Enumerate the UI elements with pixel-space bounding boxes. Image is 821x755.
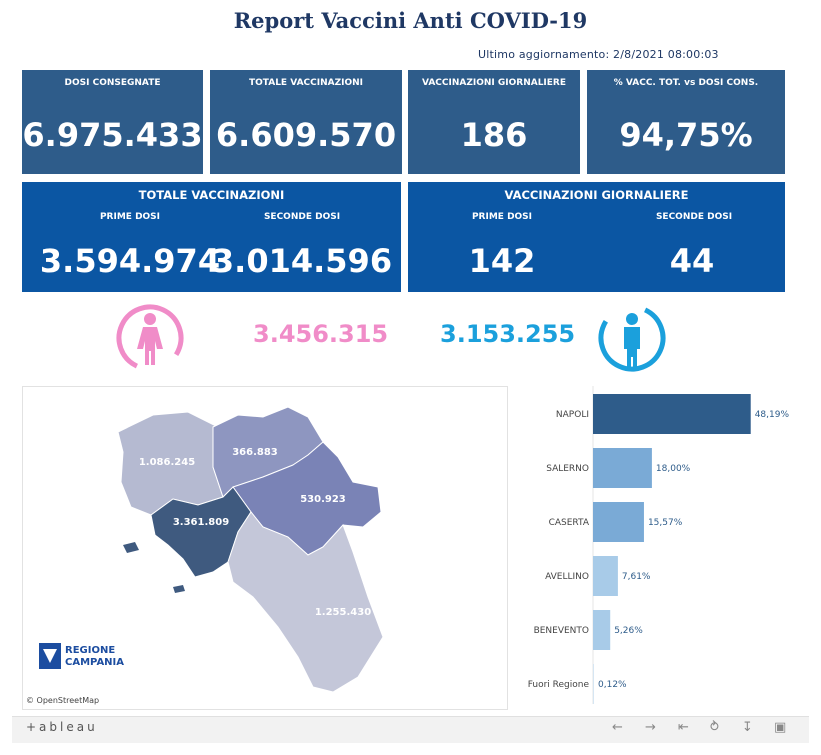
bar-value-label: 18,00% <box>656 464 691 474</box>
bar-caserta[interactable] <box>593 502 644 542</box>
bar-category-label: BENEVENTO <box>534 626 589 636</box>
map-label-napoli: 3.361.809 <box>173 517 229 528</box>
map-label-avellino: 530.923 <box>300 494 346 505</box>
bar-category-label: CASERTA <box>549 518 590 528</box>
male-person-icon <box>596 302 668 374</box>
seconde-dosi-label: SECONDE DOSI <box>263 212 341 222</box>
bar-avellino[interactable] <box>593 556 618 596</box>
prime-dosi-label: PRIME DOSI <box>99 212 161 222</box>
kpi-value: 186 <box>460 116 528 154</box>
kpi-vaccinazioni-giornaliere: VACCINAZIONI GIORNALIERE 186 <box>408 70 580 174</box>
bar-category-label: Fuori Regione <box>528 680 590 690</box>
bar-category-label: NAPOLI <box>556 410 589 420</box>
tableau-brand: +ableau <box>26 720 98 734</box>
share-icon[interactable]: ⥁ <box>710 720 719 735</box>
redo-icon[interactable]: → <box>645 720 656 735</box>
female-vaccinations: 3.456.315 <box>253 320 389 348</box>
kpi-totale-vaccinazioni: TOTALE VACCINAZIONI 6.609.570 <box>210 70 402 174</box>
bar-value-label: 7,61% <box>622 572 651 582</box>
bar-category-label: SALERNO <box>546 464 589 474</box>
prime-dosi-value: 3.594.974 <box>39 242 221 280</box>
panel-vaccinazioni-giornaliere: VACCINAZIONI GIORNALIERE PRIME DOSI SECO… <box>408 182 785 292</box>
prime-dosi-value: 142 <box>468 242 536 280</box>
female-person-icon <box>114 302 186 374</box>
page-title: Report Vaccini Anti COVID-19 <box>233 8 588 33</box>
panel-title: VACCINAZIONI GIORNALIERE <box>504 188 689 202</box>
logo-line-2: CAMPANIA <box>65 657 124 668</box>
kpi-label: VACCINAZIONI GIORNALIERE <box>421 78 567 88</box>
seconde-dosi-value: 44 <box>669 242 715 280</box>
fullscreen-icon[interactable]: ▣ <box>774 720 787 735</box>
kpi-label: DOSI CONSEGNATE <box>64 78 161 88</box>
logo-line-1: REGIONE <box>65 645 115 656</box>
panel-totale-vaccinazioni: TOTALE VACCINAZIONI PRIME DOSI SECONDE D… <box>22 182 401 292</box>
regione-campania-logo: REGIONE CAMPANIA <box>39 643 124 669</box>
province-bar-chart: NAPOLI 48,19% SALERNO 18,00% CASERTA 15,57% AV… <box>518 386 810 708</box>
bar-salerno[interactable] <box>593 448 652 488</box>
prime-dosi-label: PRIME DOSI <box>471 212 533 222</box>
male-vaccinations: 3.153.255 <box>440 320 576 348</box>
kpi-value: 94,75% <box>619 116 753 154</box>
bar-benevento[interactable] <box>593 610 611 650</box>
tableau-toolbar <box>12 716 809 743</box>
kpi-label: TOTALE VACCINAZIONI <box>249 78 363 88</box>
island-ischia <box>123 542 139 553</box>
tableau-logo[interactable]: +ableau <box>26 720 98 734</box>
bar-category-label: AVELLINO <box>545 572 589 582</box>
bar-value-label: 48,19% <box>755 410 790 420</box>
kpi-label: % VACC. TOT. vs DOSI CONS. <box>613 78 759 88</box>
island-capri <box>173 585 185 593</box>
last-updated: Ultimo aggiornamento: 2/8/2021 08:00:03 <box>478 48 719 61</box>
bar-value-label: 5,26% <box>614 626 643 636</box>
seconde-dosi-value: 3.014.596 <box>211 242 393 280</box>
bar-value-label: 15,57% <box>648 518 683 528</box>
kpi-value: 6.975.433 <box>22 116 203 154</box>
kpi-percent-vacc: % VACC. TOT. vs DOSI CONS. 94,75% <box>587 70 785 174</box>
bar-napoli[interactable] <box>593 394 751 434</box>
panel-title: TOTALE VACCINAZIONI <box>138 188 285 202</box>
undo-icon[interactable]: ← <box>612 720 623 735</box>
bar-value-label: 0,12% <box>598 680 627 690</box>
bar-fuori-regione[interactable] <box>593 664 594 704</box>
seconde-dosi-label: SECONDE DOSI <box>655 212 733 222</box>
kpi-value: 6.609.570 <box>215 116 397 154</box>
map-label-caserta: 1.086.245 <box>139 457 195 468</box>
revert-icon[interactable]: ⇤ <box>678 720 689 735</box>
kpi-dosi-consegnate: DOSI CONSEGNATE 6.975.433 <box>22 70 203 174</box>
campania-map[interactable]: 1.086.245 366.883 530.923 3.361.809 1.25… <box>22 386 508 710</box>
map-attribution[interactable]: © OpenStreetMap <box>26 696 100 705</box>
map-label-salerno: 1.255.430 <box>315 607 371 618</box>
map-label-benevento: 366.883 <box>232 447 278 458</box>
province-salerno <box>227 511 384 693</box>
download-icon[interactable]: ↧ <box>742 720 753 735</box>
